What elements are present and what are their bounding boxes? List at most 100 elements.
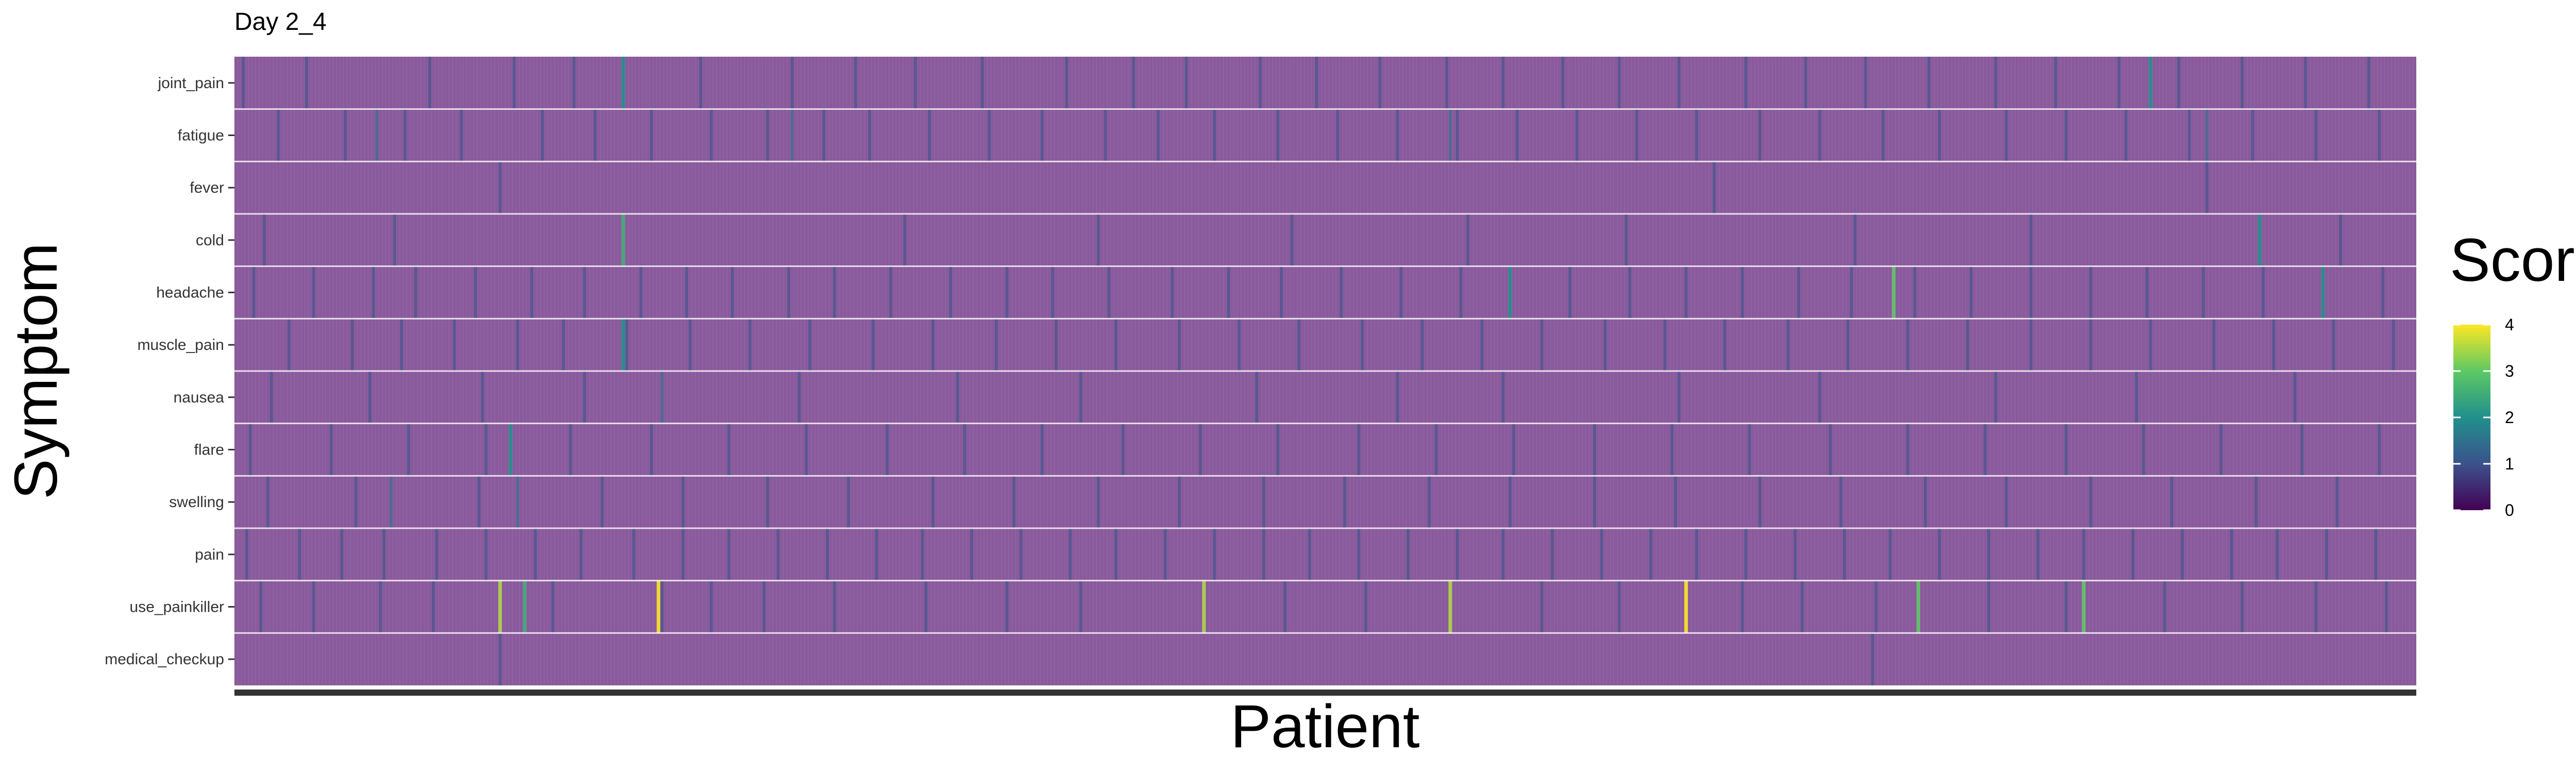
y-tick-label: use_painkiller xyxy=(130,599,224,616)
heatmap-cell xyxy=(343,109,347,162)
heatmap-cell xyxy=(1396,109,1399,162)
heatmap-cell xyxy=(748,318,752,371)
heatmap-cell xyxy=(1723,318,1727,371)
heatmap-cell xyxy=(1913,266,1917,319)
heatmap-cell xyxy=(1212,109,1216,162)
heatmap-cell xyxy=(551,580,555,633)
heatmap-cell xyxy=(1987,580,1991,633)
heatmap-cell xyxy=(523,580,527,633)
heatmap-cell xyxy=(846,476,851,528)
heatmap-cell xyxy=(1050,266,1055,319)
y-tick-label: muscle_pain xyxy=(138,337,224,354)
heatmap-cell xyxy=(1512,423,1516,476)
heatmap-cell xyxy=(1969,266,1973,319)
heatmap-cell xyxy=(1480,318,1484,371)
heatmap-cell xyxy=(1592,423,1597,476)
heatmap-cell xyxy=(1906,318,1910,371)
heatmap-cell xyxy=(1850,266,1854,319)
heatmap-cell xyxy=(956,371,960,424)
heatmap-cell xyxy=(2029,318,2033,371)
heatmap-cell xyxy=(1005,580,1009,633)
heatmap-cell xyxy=(473,266,478,319)
heatmap-cell xyxy=(1315,57,1318,109)
heatmap-cell xyxy=(1427,476,1431,528)
heatmap-cell xyxy=(1649,528,1653,581)
heatmap-cell xyxy=(452,318,456,371)
heatmap-cell xyxy=(1694,528,1699,581)
legend-ticks: 0 1 2 3 4 xyxy=(2453,315,2514,519)
heatmap-cell xyxy=(920,528,924,581)
heatmap-cell xyxy=(1561,57,1565,109)
heatmap-cell xyxy=(2219,423,2223,476)
heatmap-cell xyxy=(2124,109,2128,162)
heatmap-cell xyxy=(1279,266,1283,319)
heatmap-cell xyxy=(889,266,893,319)
heatmap-cell xyxy=(1459,266,1463,319)
heatmap-cell xyxy=(1818,371,1822,424)
heatmap-cell xyxy=(1163,528,1167,581)
heatmap-cell xyxy=(1965,318,1970,371)
heatmap-cell xyxy=(400,318,403,371)
heatmap-cell xyxy=(1987,528,1991,581)
heatmap-cell xyxy=(787,266,791,319)
heatmap-cell xyxy=(368,371,372,424)
heatmap-cell xyxy=(1540,580,1544,633)
heatmap-cell xyxy=(428,57,432,109)
heatmap-cell xyxy=(2201,266,2206,319)
heatmap-cell xyxy=(685,266,689,319)
heatmap-cell xyxy=(2064,580,2068,633)
heatmap-cell xyxy=(994,318,998,371)
heatmap-cell xyxy=(2029,214,2033,266)
heatmap-cell xyxy=(2325,528,2329,581)
heatmap-cell xyxy=(1624,214,1628,266)
heatmap-cell xyxy=(625,318,629,371)
y-tick-label: fatigue xyxy=(178,127,224,144)
heatmap-cell xyxy=(1019,528,1023,581)
heatmap-cell xyxy=(1079,371,1083,424)
heatmap-cell xyxy=(2177,57,2181,109)
heatmap-cell xyxy=(790,57,794,109)
heatmap-cell xyxy=(962,423,967,476)
heatmap-cell xyxy=(1684,266,1688,319)
heatmap-cell xyxy=(1040,423,1044,476)
heatmap-cell xyxy=(1262,528,1266,581)
heatmap-cell xyxy=(1396,371,1399,424)
heatmap-cell xyxy=(509,423,513,476)
heatmap-cell xyxy=(1863,57,1868,109)
heatmap-cell xyxy=(2229,528,2233,581)
heatmap-cell xyxy=(1501,57,1505,109)
heatmap-cell xyxy=(2338,214,2343,266)
heatmap-cell xyxy=(1994,371,1998,424)
heatmap-cell xyxy=(269,371,274,424)
heatmap-cell xyxy=(579,528,583,581)
heatmap-cell xyxy=(1339,266,1343,319)
heatmap-cell xyxy=(2148,57,2153,109)
heatmap-cell xyxy=(2314,109,2318,162)
heatmap-cell xyxy=(1054,318,1058,371)
heatmap-cell xyxy=(621,318,625,371)
heatmap-cell xyxy=(2335,476,2339,528)
heatmap-cell xyxy=(762,580,766,633)
legend-tick-label: 2 xyxy=(2505,408,2514,427)
heatmap-cell xyxy=(2082,580,2086,633)
heatmap-cell xyxy=(621,214,625,266)
heatmap-cell xyxy=(1677,57,1681,109)
heatmap-cell xyxy=(790,109,794,162)
heatmap-cell xyxy=(2321,266,2325,319)
heatmap-cell xyxy=(1121,423,1125,476)
heatmap-cell xyxy=(248,423,252,476)
heatmap-cell xyxy=(1406,528,1410,581)
heatmap-cell xyxy=(1202,580,1206,633)
heatmap-cell xyxy=(1434,423,1438,476)
heatmap-cell xyxy=(1258,57,1262,109)
y-tick-label: pain xyxy=(195,546,224,563)
heatmap-cell xyxy=(1712,161,1716,214)
heatmap-cell xyxy=(1983,423,1987,476)
heatmap-cell xyxy=(2054,57,2058,109)
heatmap-cell xyxy=(2089,476,2093,528)
heatmap-cell xyxy=(2384,580,2388,633)
heatmap-cell xyxy=(568,423,572,476)
heatmap-cell xyxy=(1786,318,1790,371)
heatmap-cell xyxy=(1156,109,1160,162)
heatmap-cell xyxy=(1797,266,1801,319)
